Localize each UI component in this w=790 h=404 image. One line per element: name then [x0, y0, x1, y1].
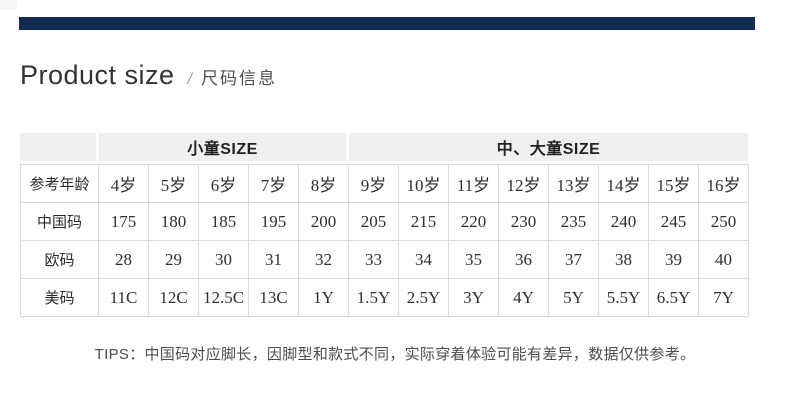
row-header-eu-size: 欧码 — [20, 240, 99, 279]
size-cell: 38 — [598, 240, 649, 279]
age-cell: 16岁 — [698, 164, 749, 203]
size-cell: 13C — [248, 278, 299, 317]
section-title-chinese: 尺码信息 — [201, 69, 278, 88]
size-cell: 250 — [698, 202, 749, 241]
size-cell: 180 — [148, 202, 199, 241]
size-cell: 36 — [498, 240, 549, 279]
row-header-china-size: 中国码 — [20, 202, 99, 241]
size-cell: 11C — [98, 278, 149, 317]
age-cell: 6岁 — [198, 164, 249, 203]
age-cell: 7岁 — [248, 164, 299, 203]
size-cell: 220 — [448, 202, 499, 241]
size-cell: 7Y — [698, 278, 749, 317]
size-cell: 5Y — [548, 278, 599, 317]
size-cell: 195 — [248, 202, 299, 241]
size-cell: 1.5Y — [348, 278, 399, 317]
size-cell: 31 — [248, 240, 299, 279]
size-cell: 2.5Y — [398, 278, 449, 317]
size-cell: 200 — [298, 202, 349, 241]
size-cell: 6.5Y — [648, 278, 699, 317]
section-title: Product size / 尺码信息 — [20, 60, 277, 91]
section-divider-bar — [19, 17, 755, 30]
size-cell: 35 — [448, 240, 499, 279]
corner-artifact — [0, 0, 17, 10]
table-row-us-size: 美码 11C 12C 12.5C 13C 1Y 1.5Y 2.5Y 3Y 4Y … — [20, 278, 749, 317]
age-cell: 13岁 — [548, 164, 599, 203]
group-header-big-kids: 中、大童SIZE — [349, 133, 748, 161]
size-cell: 28 — [98, 240, 149, 279]
size-cell: 4Y — [498, 278, 549, 317]
table-row-eu-size: 欧码 28 29 30 31 32 33 34 35 36 37 38 39 4… — [20, 240, 749, 279]
size-table: 参考年龄 4岁 5岁 6岁 7岁 8岁 9岁 10岁 11岁 12岁 13岁 1… — [20, 164, 749, 317]
size-cell: 235 — [548, 202, 599, 241]
size-cell: 175 — [98, 202, 149, 241]
size-cell: 33 — [348, 240, 399, 279]
size-cell: 29 — [148, 240, 199, 279]
size-cell: 40 — [698, 240, 749, 279]
size-cell: 1Y — [298, 278, 349, 317]
size-group-header-row: 小童SIZE 中、大童SIZE — [20, 133, 748, 161]
age-cell: 11岁 — [448, 164, 499, 203]
title-separator-slash: / — [187, 71, 193, 88]
age-cell: 9岁 — [348, 164, 399, 203]
size-cell: 185 — [198, 202, 249, 241]
section-title-english: Product size — [20, 60, 175, 90]
tips-note: TIPS：中国码对应脚长，因脚型和款式不同，实际穿着体验可能有差异，数据仅供参考… — [94, 346, 696, 363]
size-cell: 205 — [348, 202, 399, 241]
age-cell: 4岁 — [98, 164, 149, 203]
row-header-reference-age: 参考年龄 — [20, 164, 99, 203]
age-cell: 15岁 — [648, 164, 699, 203]
table-row-age: 参考年龄 4岁 5岁 6岁 7岁 8岁 9岁 10岁 11岁 12岁 13岁 1… — [20, 164, 749, 203]
size-cell: 37 — [548, 240, 599, 279]
size-chart: 小童SIZE 中、大童SIZE 参考年龄 4岁 5岁 6岁 7岁 8岁 9岁 — [20, 133, 749, 317]
age-cell: 14岁 — [598, 164, 649, 203]
size-cell: 12C — [148, 278, 199, 317]
group-header-spacer — [20, 133, 96, 161]
size-cell: 215 — [398, 202, 449, 241]
size-cell: 5.5Y — [598, 278, 649, 317]
size-cell: 230 — [498, 202, 549, 241]
size-cell: 30 — [198, 240, 249, 279]
age-cell: 10岁 — [398, 164, 449, 203]
size-cell: 245 — [648, 202, 699, 241]
age-cell: 5岁 — [148, 164, 199, 203]
age-cell: 12岁 — [498, 164, 549, 203]
row-header-us-size: 美码 — [20, 278, 99, 317]
table-row-china-size: 中国码 175 180 185 195 200 205 215 220 230 … — [20, 202, 749, 241]
size-cell: 3Y — [448, 278, 499, 317]
size-cell: 240 — [598, 202, 649, 241]
size-cell: 12.5C — [198, 278, 249, 317]
age-cell: 8岁 — [298, 164, 349, 203]
size-cell: 32 — [298, 240, 349, 279]
group-header-small-kids: 小童SIZE — [99, 133, 346, 161]
size-cell: 39 — [648, 240, 699, 279]
size-cell: 34 — [398, 240, 449, 279]
